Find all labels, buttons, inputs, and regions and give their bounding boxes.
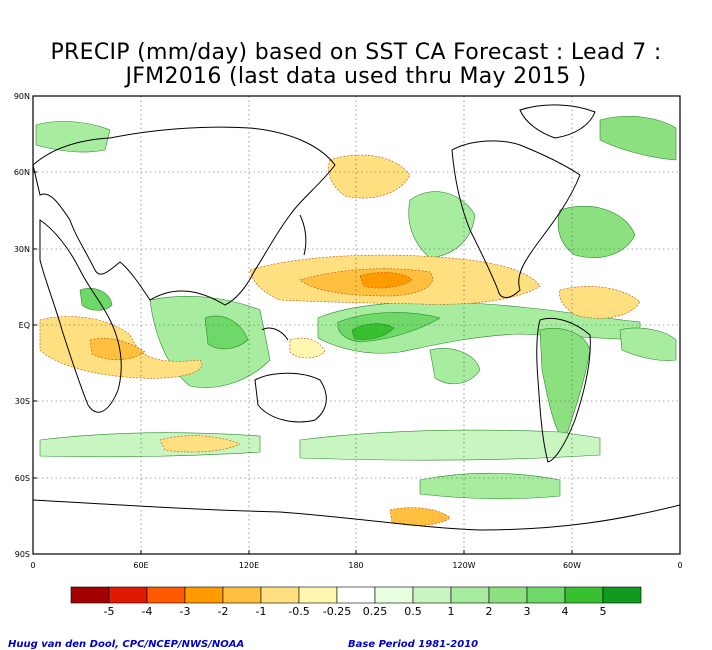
- colorbar-swatch: [488, 586, 528, 604]
- colorbar-label: 5: [600, 605, 607, 618]
- colorbar-swatch: [260, 586, 300, 604]
- precip-dry-fields: [39, 154, 641, 526]
- lat-tick-label: 90S: [15, 550, 30, 559]
- lon-tick-label: 120E: [239, 561, 259, 570]
- colorbar-swatch: [222, 586, 262, 604]
- lat-tick-label: 30S: [15, 397, 30, 406]
- coastlines: [33, 104, 680, 531]
- colorbar-swatch: [450, 586, 490, 604]
- map-area: [33, 96, 680, 554]
- colorbar-label: 1: [448, 605, 455, 618]
- colorbar-swatch: [564, 586, 604, 604]
- colorbar-label: 0.5: [404, 605, 422, 618]
- colorbar-swatch: [412, 586, 452, 604]
- colorbar-swatch: [70, 586, 110, 604]
- lon-tick-label: 0: [677, 561, 682, 570]
- credit-author: Huug van den Dool, CPC/NCEP/NWS/NOAA: [8, 639, 245, 650]
- lat-tick-label: 60N: [14, 168, 30, 177]
- lat-tick-label: EQ: [19, 321, 30, 330]
- colorbar-swatch: [602, 586, 642, 604]
- colorbar-label: 3: [524, 605, 531, 618]
- lon-tick-label: 120W: [452, 561, 475, 570]
- colorbar-swatch: [184, 586, 224, 604]
- precip-wet-fields: [35, 115, 677, 500]
- colorbar-swatch: [336, 586, 376, 604]
- lon-tick-label: 180: [348, 561, 363, 570]
- map-title-line2: JFM2016 (last data used thru May 2015 ): [125, 64, 587, 89]
- colorbar-label: 4: [562, 605, 569, 618]
- colorbar-label: -5: [104, 605, 115, 618]
- latitude-tick-labels: 90N 60N 30N EQ 30S 60S 90S: [14, 92, 37, 559]
- map-title-line1: PRECIP (mm/day) based on SST CA Forecast…: [50, 40, 662, 65]
- colorbar-swatch: [526, 586, 566, 604]
- colorbar-label: -1: [256, 605, 267, 618]
- colorbar-label: -0.25: [323, 605, 351, 618]
- lat-tick-label: 60S: [15, 474, 30, 483]
- colorbar-label: -3: [180, 605, 191, 618]
- colorbar-swatch: [374, 586, 414, 604]
- colorbar-label: -2: [218, 605, 229, 618]
- credit-base-period: Base Period 1981-2010: [348, 639, 479, 650]
- colorbar-swatch: [146, 586, 186, 604]
- colorbar-swatch: [298, 586, 338, 604]
- colorbar-swatch: [108, 586, 148, 604]
- colorbar-label: 0.25: [363, 605, 388, 618]
- colorbar: -5 -4 -3 -2 -1 -0.5 -0.25 0.25 0.5 1 2 3 4 5: [70, 586, 642, 618]
- longitude-tick-labels: 0 60E 120E 180 120W 60W 0: [30, 550, 683, 570]
- lat-tick-label: 90N: [14, 92, 30, 101]
- lat-tick-label: 30N: [14, 245, 30, 254]
- lon-tick-label: 0: [30, 561, 35, 570]
- lon-tick-label: 60W: [563, 561, 581, 570]
- lon-tick-label: 60E: [133, 561, 148, 570]
- colorbar-label: -4: [142, 605, 153, 618]
- colorbar-label: -0.5: [288, 605, 309, 618]
- colorbar-label: 2: [486, 605, 493, 618]
